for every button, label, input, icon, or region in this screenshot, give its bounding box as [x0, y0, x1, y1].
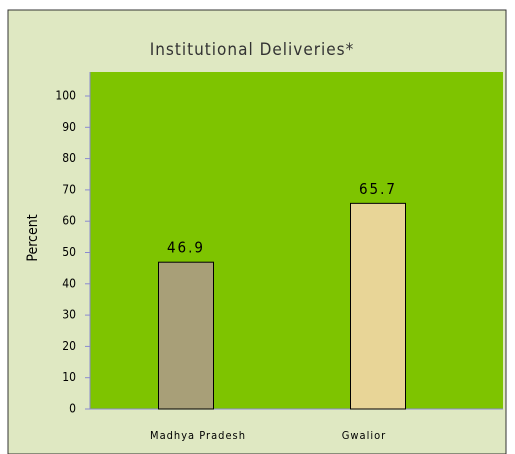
y-tick-label: 50: [62, 245, 76, 259]
y-tick-label: 20: [62, 339, 76, 353]
y-tick-label: 10: [62, 370, 76, 384]
y-tick-label: 60: [62, 214, 76, 228]
y-tick-label: 90: [62, 120, 76, 134]
y-tick-label: 0: [69, 402, 76, 416]
x-tick-label: Madhya Pradesh: [150, 429, 246, 442]
y-tick-label: 40: [62, 276, 76, 290]
y-axis-label: Percent: [25, 214, 41, 261]
y-tick-label: 70: [62, 182, 76, 196]
y-tick-label: 80: [62, 151, 76, 165]
bar: [158, 261, 214, 410]
bar: [350, 202, 406, 410]
plot-area: [90, 72, 503, 409]
data-label: 65.7: [359, 180, 397, 198]
chart-title: Institutional Deliveries*: [150, 40, 355, 60]
x-tick-label: Gwalior: [342, 429, 386, 442]
y-tick-label: 100: [55, 89, 76, 103]
y-tick-label: 30: [62, 308, 76, 322]
data-label: 46.9: [167, 239, 205, 257]
